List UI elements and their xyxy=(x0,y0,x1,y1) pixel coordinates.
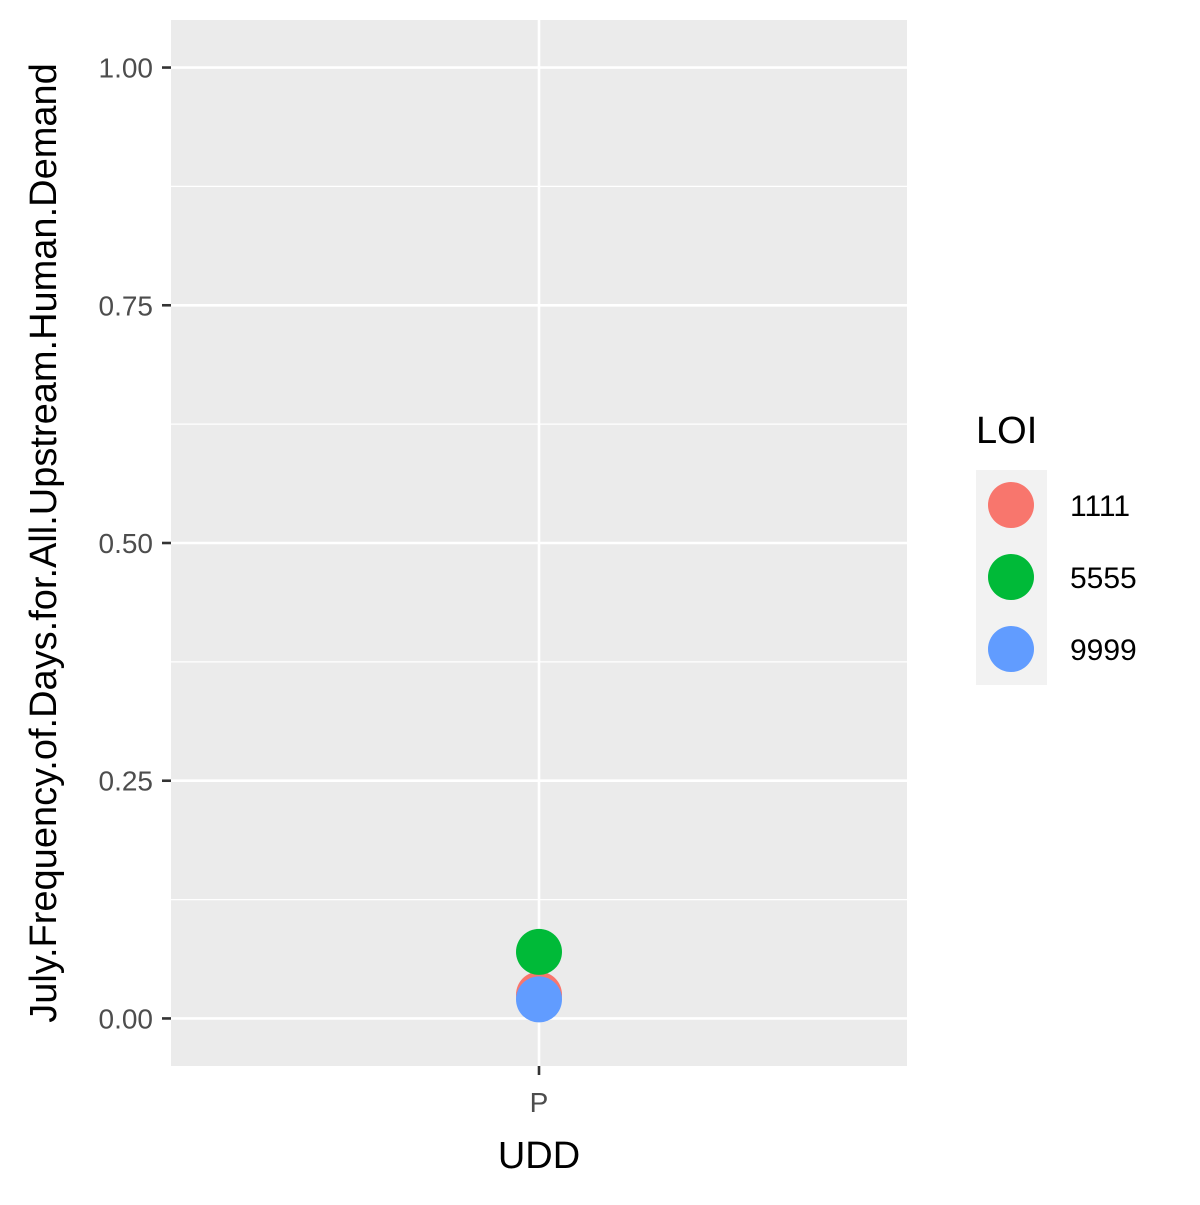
data-point-5555 xyxy=(516,928,562,975)
x-axis-title: UDD xyxy=(498,1135,580,1177)
y-tick-label: 1.00 xyxy=(99,53,154,84)
legend-label-9999: 9999 xyxy=(1070,634,1137,667)
legend-key-1111 xyxy=(988,482,1034,528)
points-layer xyxy=(516,928,562,1023)
grid-layer xyxy=(171,20,907,1066)
legend-key-9999 xyxy=(988,626,1034,672)
y-tick-label: 0.75 xyxy=(99,290,154,321)
legend-key-5555 xyxy=(988,554,1034,600)
data-point-9999 xyxy=(516,976,562,1023)
y-tick-label: 0.00 xyxy=(99,1003,154,1034)
legend-title: LOI xyxy=(976,410,1037,452)
legend: LOI 1111 5555 9999 xyxy=(976,410,1137,685)
y-axis-title: July.Frequency.of.Days.for.All.Upstream.… xyxy=(23,63,65,1023)
axes-layer: 0.00 0.25 0.50 0.75 1.00 P xyxy=(99,53,549,1118)
y-tick-label: 0.25 xyxy=(99,766,154,797)
legend-label-5555: 5555 xyxy=(1070,562,1137,595)
y-tick-label: 0.50 xyxy=(99,528,154,559)
x-tick-label: P xyxy=(530,1087,549,1118)
legend-label-1111: 1111 xyxy=(1070,490,1130,523)
